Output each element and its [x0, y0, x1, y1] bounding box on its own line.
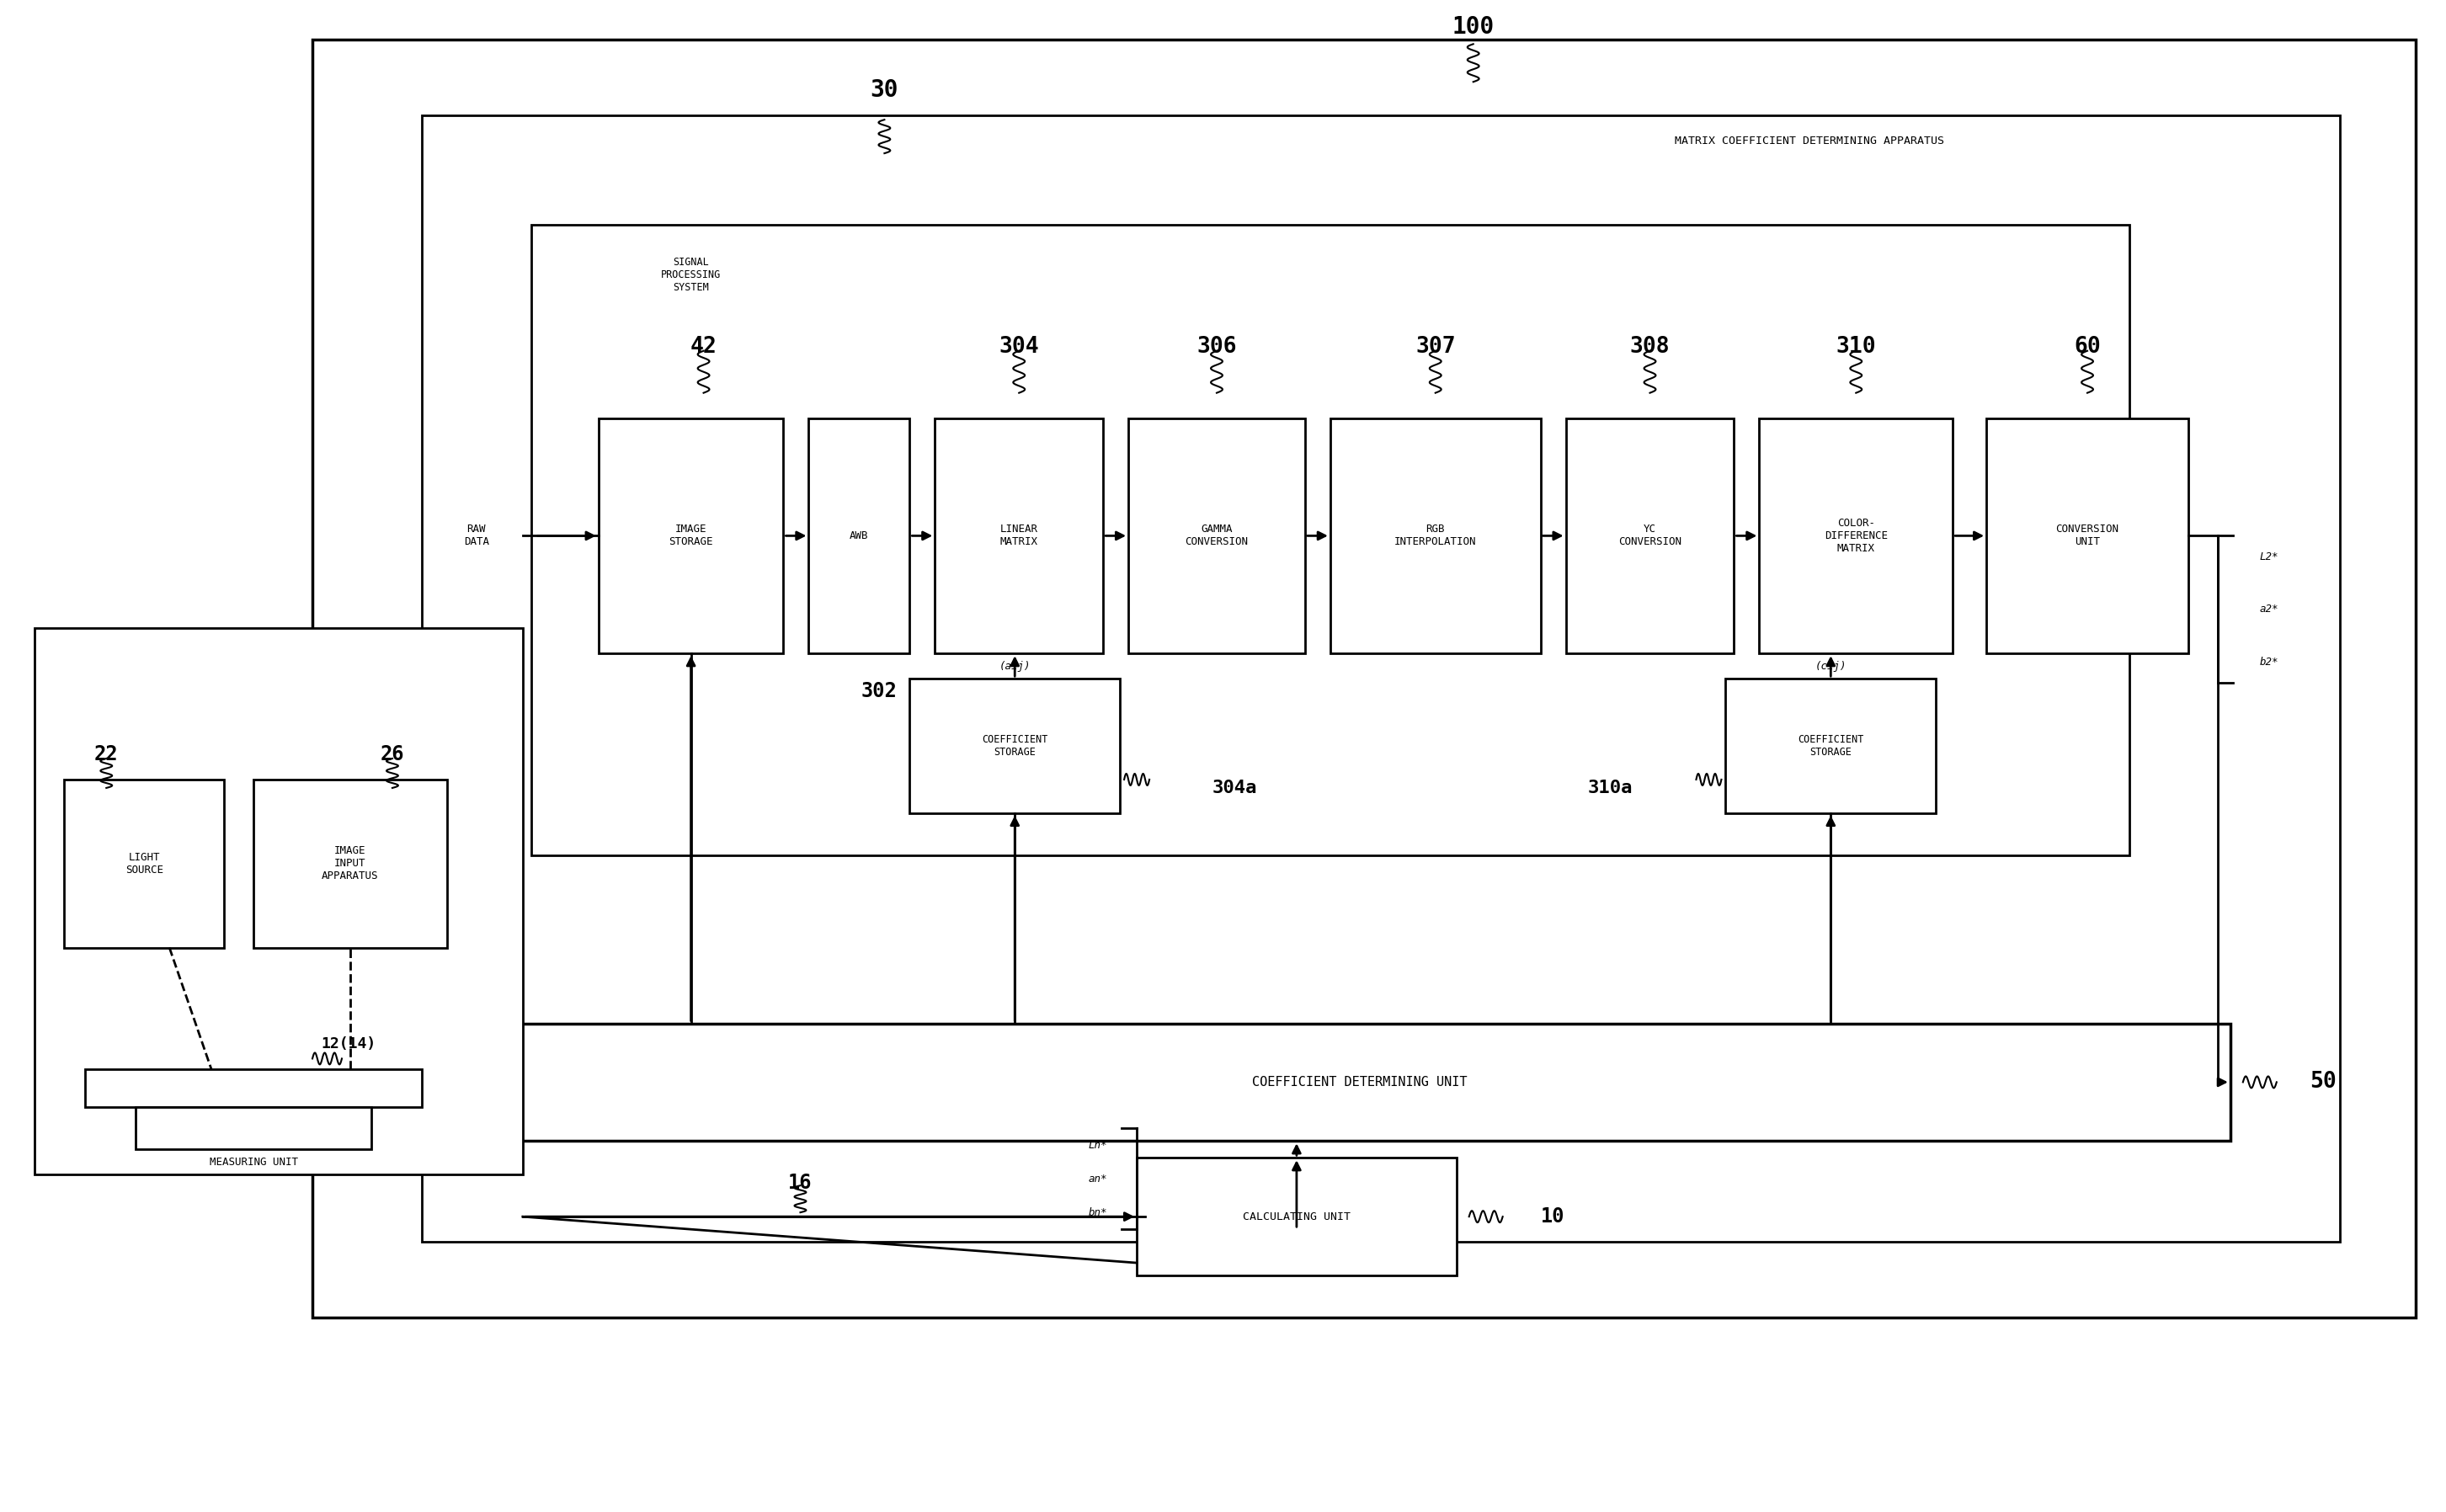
Text: 304: 304 — [998, 336, 1040, 357]
Text: 302: 302 — [861, 682, 898, 702]
Text: MEASURING UNIT: MEASURING UNIT — [210, 1157, 298, 1167]
Bar — [254, 780, 448, 948]
Text: COEFFICIENT
STORAGE: COEFFICIENT STORAGE — [981, 735, 1047, 758]
Text: 16: 16 — [788, 1173, 812, 1193]
Text: COEFFICIENT
STORAGE: COEFFICIENT STORAGE — [1798, 735, 1864, 758]
Bar — [934, 419, 1103, 653]
Bar — [531, 225, 2130, 856]
Text: 22: 22 — [95, 744, 117, 765]
Text: IMAGE
STORAGE: IMAGE STORAGE — [668, 525, 714, 547]
Text: 12(14): 12(14) — [320, 1037, 377, 1052]
Bar — [313, 39, 2414, 1317]
Bar — [34, 627, 523, 1175]
Bar — [421, 115, 2341, 1241]
Text: 30: 30 — [871, 79, 898, 101]
Text: AWB: AWB — [849, 531, 868, 541]
Text: 10: 10 — [1541, 1207, 1565, 1226]
Text: (aij): (aij) — [998, 661, 1030, 671]
Text: 304a: 304a — [1213, 780, 1257, 797]
Text: Ln*: Ln* — [1088, 1140, 1108, 1151]
Text: 26: 26 — [379, 744, 404, 765]
Text: LIGHT
SOURCE: LIGHT SOURCE — [125, 851, 164, 875]
Bar — [910, 679, 1120, 813]
Bar — [1128, 419, 1306, 653]
Text: 307: 307 — [1416, 336, 1455, 357]
Bar — [1759, 419, 1952, 653]
Text: L2*: L2* — [2260, 552, 2280, 562]
Text: RGB
INTERPOLATION: RGB INTERPOLATION — [1394, 525, 1477, 547]
Bar — [137, 1107, 372, 1149]
Bar — [1565, 419, 1734, 653]
Text: 310: 310 — [1837, 336, 1876, 357]
Text: CALCULATING UNIT: CALCULATING UNIT — [1243, 1211, 1350, 1222]
Text: GAMMA
CONVERSION: GAMMA CONVERSION — [1186, 525, 1247, 547]
Text: 60: 60 — [2074, 336, 2101, 357]
Text: 50: 50 — [2309, 1070, 2336, 1093]
Text: (cij): (cij) — [1815, 661, 1847, 671]
Text: COLOR-
DIFFERENCE
MATRIX: COLOR- DIFFERENCE MATRIX — [1825, 517, 1888, 553]
Bar — [86, 1069, 421, 1107]
Text: 308: 308 — [1629, 336, 1671, 357]
Text: IMAGE
INPUT
APPARATUS: IMAGE INPUT APPARATUS — [323, 845, 379, 881]
Text: MATRIX COEFFICIENT DETERMINING APPARATUS: MATRIX COEFFICIENT DETERMINING APPARATUS — [1676, 135, 1945, 147]
Text: an*: an* — [1088, 1173, 1108, 1184]
Text: b2*: b2* — [2260, 656, 2280, 667]
Bar — [1331, 419, 1541, 653]
Text: YC
CONVERSION: YC CONVERSION — [1619, 525, 1680, 547]
Text: SIGNAL
PROCESSING
SYSTEM: SIGNAL PROCESSING SYSTEM — [660, 257, 722, 293]
Text: 310a: 310a — [1587, 780, 1634, 797]
Bar — [1137, 1158, 1455, 1276]
Text: LINEAR
MATRIX: LINEAR MATRIX — [1000, 525, 1037, 547]
Bar — [1986, 419, 2189, 653]
Text: CONVERSION
UNIT: CONVERSION UNIT — [2055, 525, 2118, 547]
Text: RAW
DATA: RAW DATA — [465, 525, 489, 547]
Text: 42: 42 — [690, 336, 717, 357]
Bar — [489, 1024, 2231, 1142]
Bar — [64, 780, 225, 948]
Text: bn*: bn* — [1088, 1207, 1108, 1217]
Bar — [1724, 679, 1935, 813]
Bar — [599, 419, 783, 653]
Text: a2*: a2* — [2260, 603, 2280, 615]
Text: 306: 306 — [1196, 336, 1238, 357]
Bar — [810, 419, 910, 653]
Text: 100: 100 — [1453, 15, 1495, 39]
Text: COEFFICIENT DETERMINING UNIT: COEFFICIENT DETERMINING UNIT — [1252, 1077, 1468, 1089]
